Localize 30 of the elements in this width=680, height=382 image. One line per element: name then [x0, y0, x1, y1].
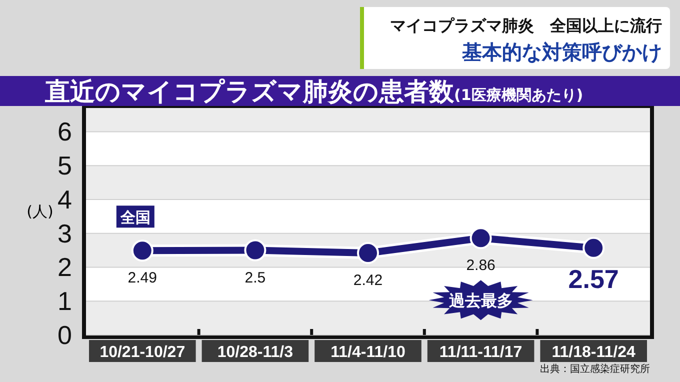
text: マイコプラズマ肺炎 全国以上に流行 [390, 16, 662, 35]
y-tick-label: 3 [58, 218, 72, 248]
point [582, 236, 605, 259]
point [244, 239, 266, 262]
annotation: 過去最多 [448, 291, 513, 310]
data-label: 2.57 [568, 264, 619, 294]
y-tick-label: 6 [58, 116, 72, 147]
point [470, 227, 492, 250]
y-tick-label: 5 [58, 150, 72, 181]
y-axis-title: (人) [26, 202, 54, 220]
data-label: 2.49 [128, 270, 157, 287]
x-tick-label: 11/11-11/17 [439, 344, 522, 361]
data-label: 2.5 [244, 269, 266, 286]
x-tick-label: 10/28-11/3 [217, 344, 294, 361]
y-tick-label: 4 [58, 184, 72, 214]
x-tick-label: 11/4-11/10 [330, 344, 406, 361]
y-tick-label: 1 [58, 286, 72, 316]
series-label: 全国 [119, 208, 150, 227]
y-tick-label: 2 [58, 252, 72, 282]
data-label: 2.42 [353, 272, 383, 290]
chart-title: 直近のマイコプラズマ肺炎の患者数 [44, 77, 455, 106]
data-label: 2.86 [466, 257, 496, 274]
y-tick-label: 0 [58, 320, 72, 350]
point [131, 240, 154, 262]
text: 基本的な対策呼びかけ [461, 40, 662, 64]
x-tick-label: 10/21-10/27 [100, 344, 186, 361]
x-tick-label: 11/18-11/24 [552, 344, 636, 361]
point [357, 242, 379, 264]
chart-subtitle: (1医療機関あたり) [454, 86, 584, 104]
source-note: 出典：国立感染症研究所 [540, 363, 650, 375]
